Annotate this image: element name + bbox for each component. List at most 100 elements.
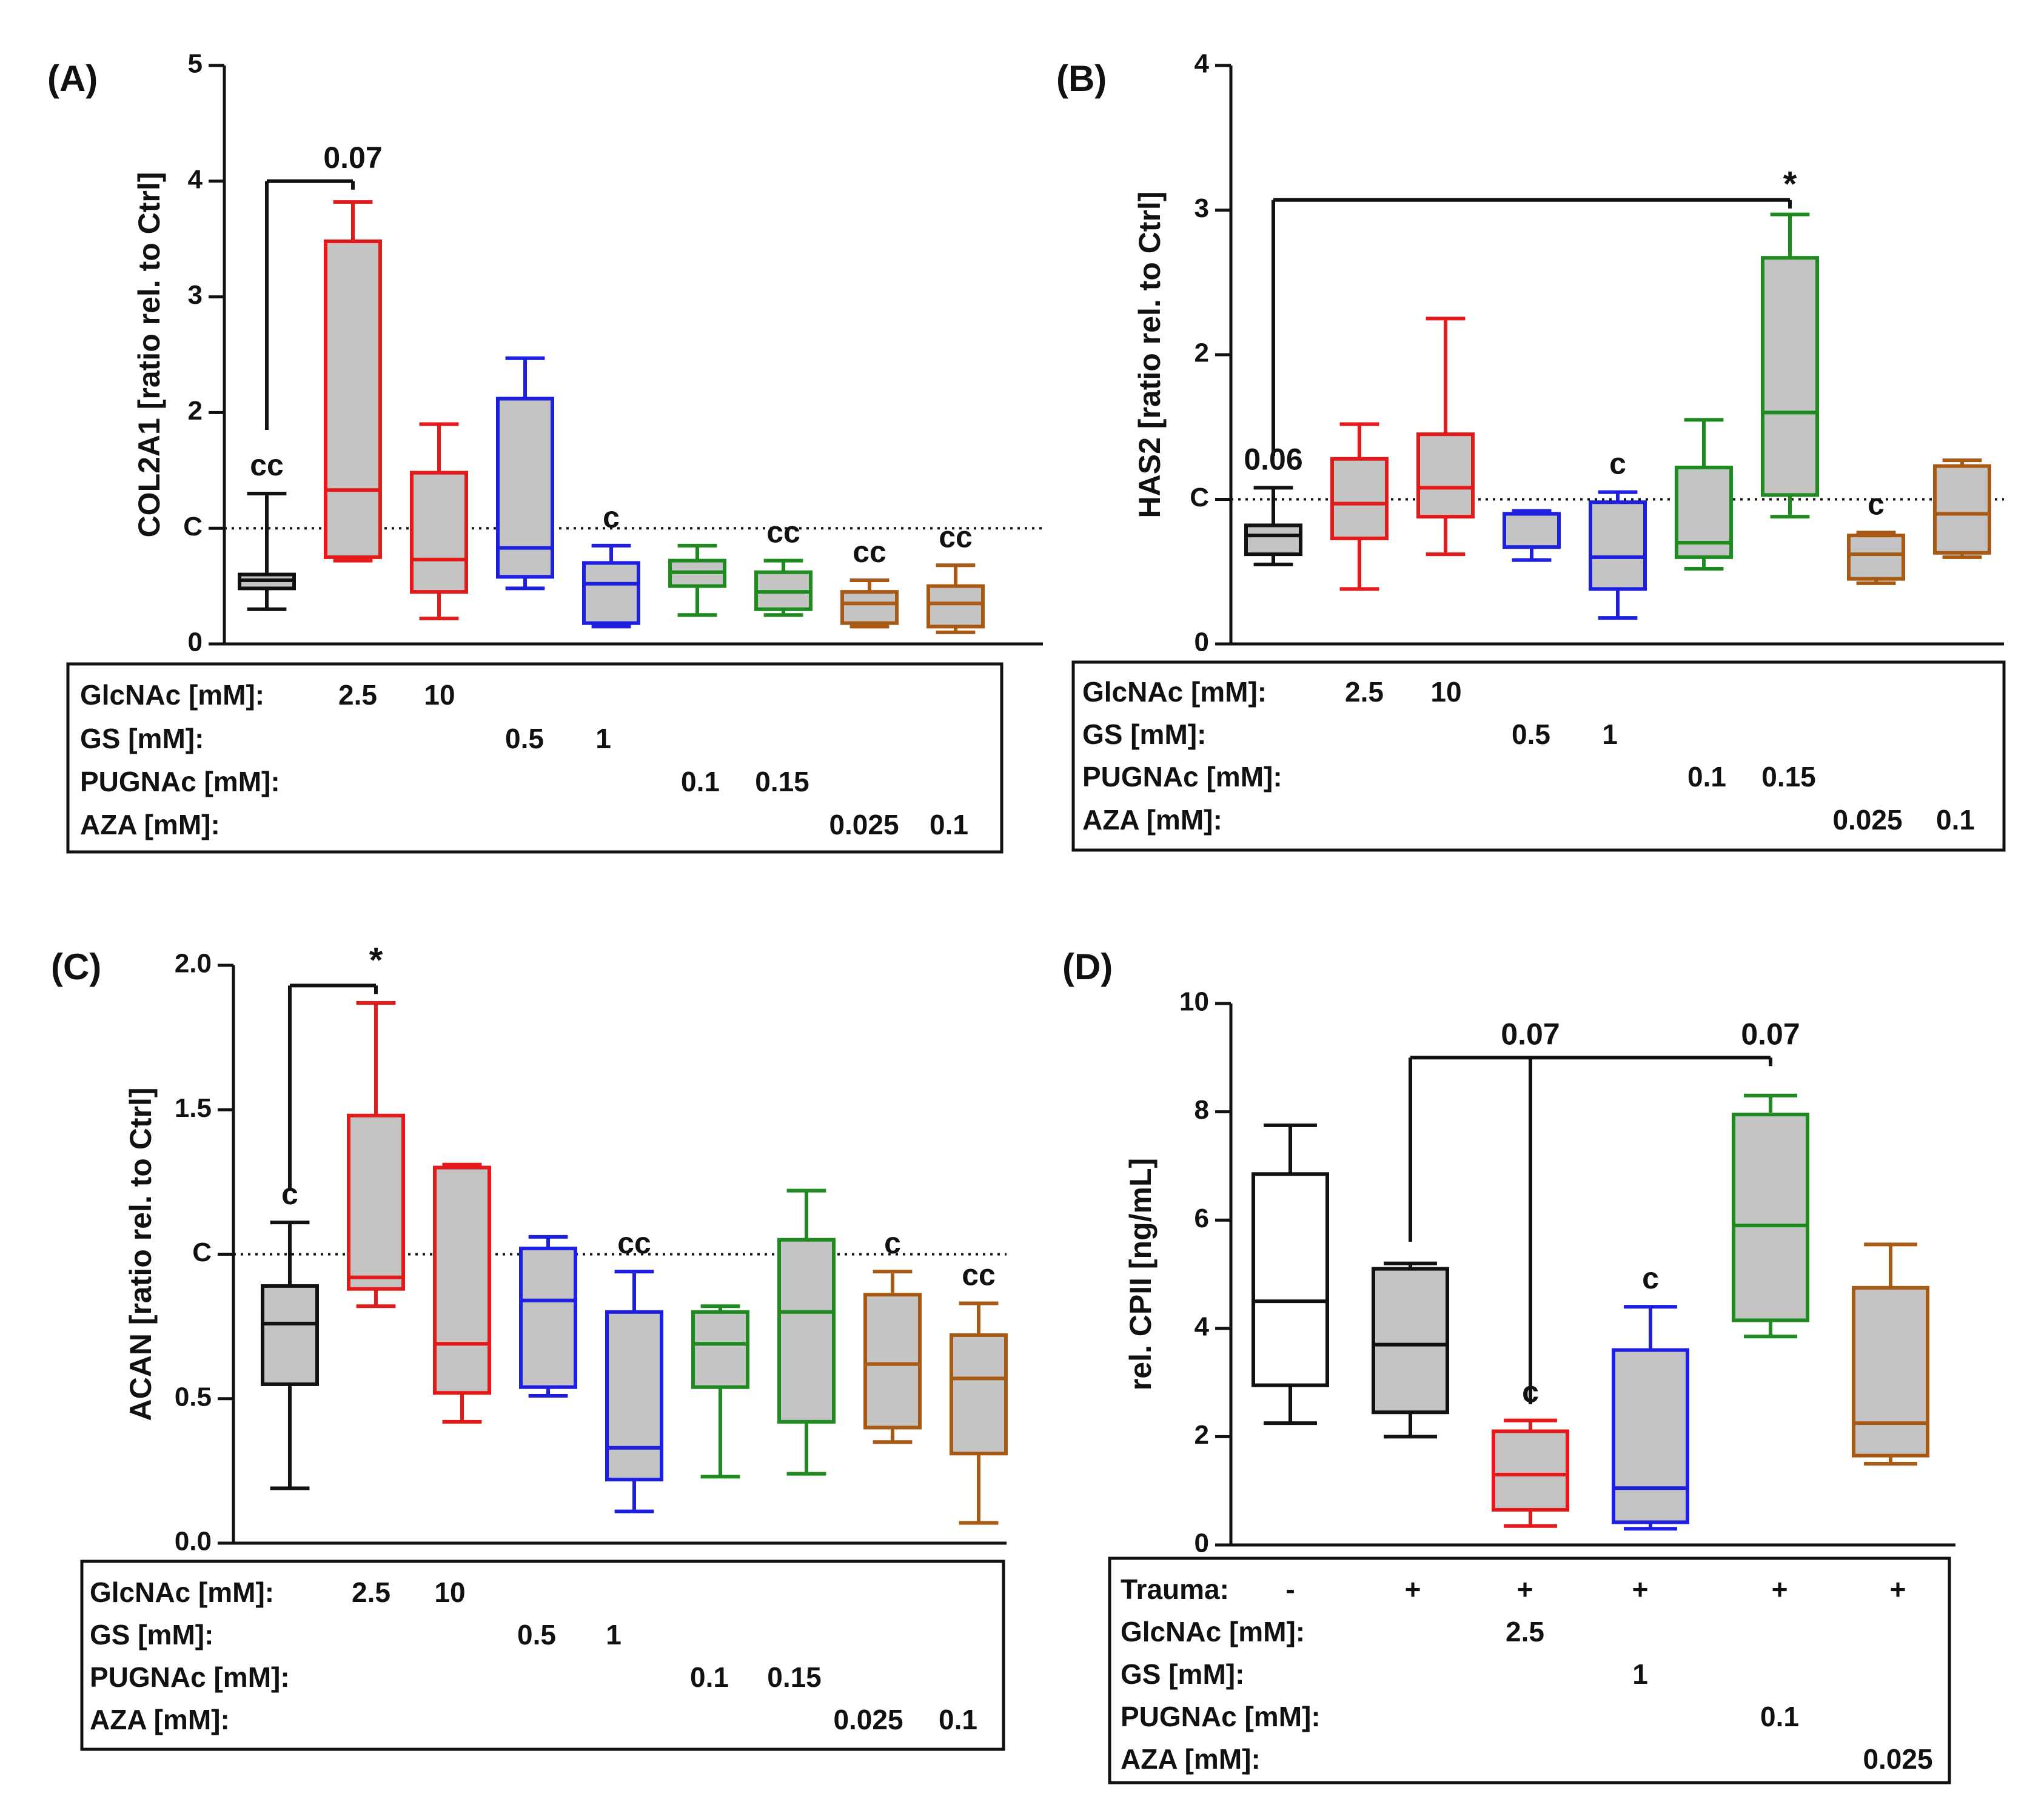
y-tick-label: 2.0: [175, 949, 212, 979]
significance-label: cc: [962, 1258, 996, 1292]
box-glcnac-10: [410, 422, 468, 621]
box-aza-0-1: cc: [927, 520, 985, 634]
iqr-box: [519, 1246, 577, 1389]
iqr-box: [927, 584, 985, 629]
iqr-box: [1852, 1285, 1929, 1458]
condition-row-label: GlcNAc [mM]:: [80, 679, 264, 711]
box-pugnac-0-1: [691, 1304, 749, 1479]
box-glcnac-10: [433, 1162, 491, 1424]
box-gs-1: c: [1612, 1261, 1689, 1531]
iqr-box: [950, 1333, 1008, 1456]
iqr-box: [1492, 1429, 1569, 1512]
box-pugnac-0-15: [777, 1188, 836, 1476]
iqr-box: [691, 1310, 749, 1389]
iqr-box: [433, 1165, 491, 1395]
box-aza-0-025: [1852, 1242, 1929, 1466]
condition-value: 0.5: [517, 1619, 556, 1650]
y-axis-label: COL2A1 [ratio rel. to Ctrl]: [132, 172, 166, 538]
significance-label: c: [884, 1226, 901, 1260]
box-trauma: [1372, 1261, 1449, 1439]
y-tick-label: 1.5: [175, 1093, 212, 1123]
condition-row-label: AZA [mM]:: [1121, 1743, 1261, 1775]
condition-value: +: [1890, 1573, 1906, 1605]
condition-row-label: PUGNAc [mM]:: [90, 1661, 290, 1693]
significance-label: c: [1609, 447, 1626, 481]
bracket-label: 0.07: [323, 141, 382, 175]
bracket-label: 0.07: [1501, 1017, 1560, 1051]
condition-row-label: PUGNAc [mM]:: [1082, 761, 1282, 792]
significance-label: cc: [617, 1226, 651, 1260]
condition-table-border: [1071, 660, 2006, 852]
y-tick-label: 10: [1179, 987, 1209, 1017]
y-tick-label: 0: [188, 628, 203, 657]
box-glcnac-2-5: [324, 200, 382, 563]
box-glcnac-2-5: [347, 1000, 405, 1308]
y-tick-label: 0.5: [175, 1382, 212, 1412]
condition-value: 10: [434, 1576, 465, 1608]
condition-value: 0.1: [1760, 1701, 1799, 1732]
y-tick-label: C: [192, 1238, 212, 1267]
condition-table: GlcNAc [mM]: 2.5 10 GS [mM]: 0.5 1 PUGNAc [mM]…: [80, 1560, 1005, 1751]
condition-value: 2.5: [1506, 1616, 1544, 1647]
y-tick-label: 5: [188, 49, 203, 79]
condition-row-label: GlcNAc [mM]:: [1121, 1616, 1305, 1647]
iqr-box: [1252, 1172, 1329, 1387]
box-ctrl-: [1252, 1123, 1329, 1426]
condition-value: 2.5: [338, 679, 377, 711]
condition-value: 0.1: [690, 1661, 729, 1693]
significance-label: cc: [766, 515, 800, 549]
condition-table-border: [80, 1560, 1005, 1751]
condition-row-label: AZA [mM]:: [80, 809, 220, 840]
box-aza-0-025: c: [1847, 487, 1905, 585]
box-gs-0-5: [1503, 509, 1561, 562]
y-tick-label: 4: [1195, 49, 1210, 79]
condition-value: 0.15: [1761, 761, 1816, 792]
y-tick-label: 2: [1195, 338, 1209, 368]
panel-d: (D) rel. CPII [ng/mL] 0 2 4 6 8 10 c c 0.07 0.07 Tra…: [1062, 947, 1955, 1784]
condition-value: 0.1: [930, 809, 968, 840]
condition-value: 0.15: [767, 1661, 822, 1693]
box-glcnac-10: [1416, 317, 1475, 557]
box-aza-0-1: cc: [950, 1258, 1008, 1525]
condition-value: 2.5: [352, 1576, 390, 1608]
condition-row-label: GlcNAc [mM]:: [1082, 676, 1267, 708]
y-tick-label: 3: [1195, 193, 1209, 223]
significance-bracket: 0.07: [1409, 1017, 1800, 1242]
condition-table: GlcNAc [mM]: 2.5 10 GS [mM]: 0.5 1 PUGNAc [mM]…: [1071, 660, 2006, 852]
iqr-box: [410, 471, 468, 594]
iqr-box: [1847, 534, 1905, 581]
panel-b: (B) HAS2 [ratio rel. to Ctrl] 0 C 2 3 4 0.06 c * c…: [1056, 49, 2006, 852]
panel-label: (A): [47, 58, 98, 99]
condition-value: 0.1: [939, 1704, 977, 1735]
panel-label: (C): [51, 947, 101, 987]
y-tick-label: 6: [1195, 1204, 1209, 1233]
condition-value: +: [1405, 1573, 1421, 1605]
box-gs-0-5: [519, 1235, 577, 1398]
iqr-box: [324, 240, 382, 559]
condition-table: Trauma: - + + + + + GlcNAc [mM]: 2.5 GS [mM]: 1 PUG…: [1108, 1556, 1951, 1784]
condition-row-label: GS [mM]:: [1082, 719, 1206, 750]
condition-value: 0.5: [1512, 719, 1550, 750]
condition-value: 2.5: [1345, 676, 1384, 708]
condition-value: 10: [424, 679, 455, 711]
box-gs-1: c: [1589, 447, 1647, 620]
iqr-box: [1732, 1113, 1809, 1322]
condition-value: 0.1: [1936, 804, 1975, 836]
iqr-box: [1612, 1348, 1689, 1524]
iqr-box: [777, 1238, 836, 1424]
iqr-box: [1330, 457, 1389, 540]
iqr-box: [1372, 1267, 1449, 1415]
condition-value: 10: [1430, 676, 1461, 708]
condition-value: 0.025: [829, 809, 899, 840]
y-axis-label: ACAN [ratio rel. to Ctrl]: [124, 1088, 158, 1421]
significance-label: cc: [939, 520, 973, 554]
iqr-box: [496, 397, 554, 579]
box-pugnac-0-1: [668, 543, 726, 617]
y-tick-label: 4: [188, 164, 203, 194]
iqr-box: [1589, 500, 1647, 591]
box-pugnac-0-15: *: [1761, 165, 1819, 519]
box-ctrl: 0.06: [1244, 442, 1303, 566]
iqr-box: [261, 1284, 319, 1386]
condition-row-label: PUGNAc [mM]:: [1121, 1701, 1321, 1732]
